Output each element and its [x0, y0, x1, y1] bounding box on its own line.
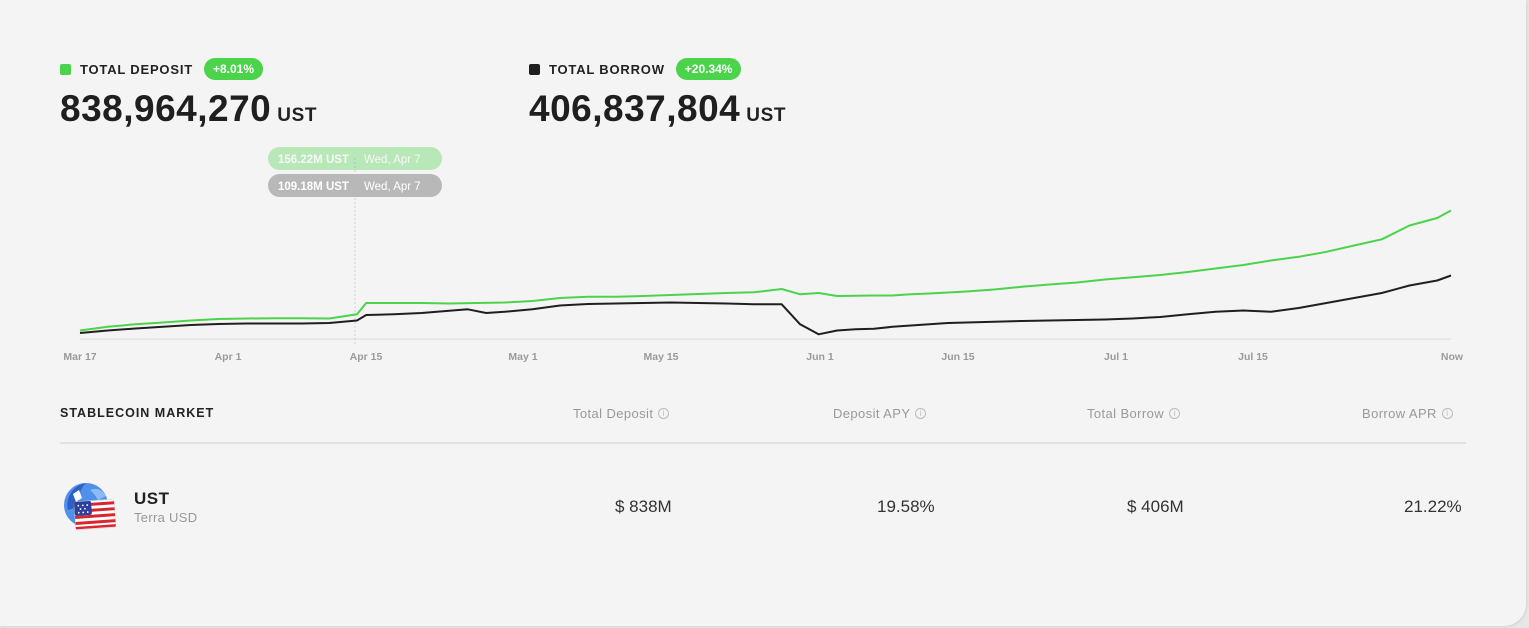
- x-tick-label: May 1: [508, 351, 537, 363]
- total-deposit-value: 838,964,270: [60, 88, 272, 129]
- info-icon[interactable]: i: [1169, 408, 1181, 419]
- total-borrow-stat: TOTAL BORROW +20.34% 406,837,804 UST: [529, 58, 786, 130]
- deposit-borrow-chart[interactable]: 156.22M UST Wed, Apr 7 109.18M UST Wed, …: [60, 140, 1466, 368]
- x-tick-label: Jul 15: [1238, 351, 1268, 363]
- deposit-apy-cell: 19.58%: [877, 497, 935, 516]
- x-tick-label: Apr 15: [350, 351, 383, 363]
- borrow-legend-swatch: [529, 63, 540, 75]
- tooltip-deposit: 156.22M UST Wed, Apr 7: [268, 147, 442, 170]
- col-total-borrow-label: Total Borrow: [1087, 406, 1165, 421]
- total-deposit-line: [79, 209, 1452, 332]
- borrow-change-badge: +20.34%: [675, 58, 742, 80]
- coin-symbol: UST: [134, 489, 170, 508]
- total-borrow-label: TOTAL BORROW: [549, 61, 665, 77]
- total-deposit-cell: $ 838M: [615, 497, 672, 516]
- coin-name: Terra USD: [134, 510, 198, 525]
- total-borrow-line: [79, 274, 1452, 336]
- x-tick-label: May 15: [643, 351, 678, 363]
- tooltip-borrow: 109.18M UST Wed, Apr 7: [268, 174, 442, 197]
- tooltip-deposit-value: 156.22M UST: [278, 154, 349, 166]
- total-deposit-label: TOTAL DEPOSIT: [80, 61, 193, 77]
- info-icon[interactable]: i: [658, 408, 670, 419]
- col-total-borrow[interactable]: Total Borrow i: [1087, 406, 1181, 421]
- x-tick-label: Jun 1: [806, 351, 834, 363]
- deposit-change-badge: +8.01%: [203, 58, 264, 80]
- x-tick-label: Jul 1: [1104, 351, 1128, 363]
- col-borrow-apr-label: Borrow APR: [1362, 406, 1437, 421]
- total-borrow-cell: $ 406M: [1127, 497, 1184, 516]
- total-deposit-stat: TOTAL DEPOSIT +8.01% 838,964,270 UST: [60, 58, 317, 130]
- col-deposit-apy[interactable]: Deposit APY i: [833, 406, 927, 421]
- col-total-deposit[interactable]: Total Deposit i: [573, 406, 670, 421]
- x-tick-label: Now: [1441, 351, 1464, 363]
- col-total-deposit-label: Total Deposit: [573, 406, 654, 421]
- x-tick-label: Jun 15: [941, 351, 974, 363]
- info-icon[interactable]: i: [915, 408, 927, 419]
- col-borrow-apr[interactable]: Borrow APR i: [1362, 406, 1453, 421]
- market-table-header: STABLECOIN MARKET Total Deposit i Deposit…: [60, 406, 1466, 424]
- total-borrow-unit: UST: [746, 105, 787, 126]
- total-borrow-value: 406,837,804: [529, 88, 741, 129]
- table-divider: [60, 442, 1466, 444]
- tooltip-borrow-date: Wed, Apr 7: [364, 181, 421, 193]
- borrow-apr-cell: 21.22%: [1404, 497, 1462, 516]
- stablecoin-market-title: STABLECOIN MARKET: [60, 406, 215, 420]
- tooltip-borrow-value: 109.18M UST: [278, 181, 349, 193]
- x-tick-label: Apr 1: [215, 351, 242, 363]
- tooltip-deposit-date: Wed, Apr 7: [364, 154, 421, 166]
- total-deposit-unit: UST: [277, 105, 318, 126]
- deposit-legend-swatch: [60, 63, 71, 75]
- col-deposit-apy-label: Deposit APY: [833, 406, 911, 421]
- x-tick-label: Mar 17: [63, 351, 96, 363]
- table-row-ust[interactable]: UST Terra USD $ 838M 19.58% $ 406M 21.22…: [60, 478, 1466, 538]
- ust-logo-icon: [64, 483, 117, 531]
- info-icon[interactable]: i: [1441, 408, 1453, 419]
